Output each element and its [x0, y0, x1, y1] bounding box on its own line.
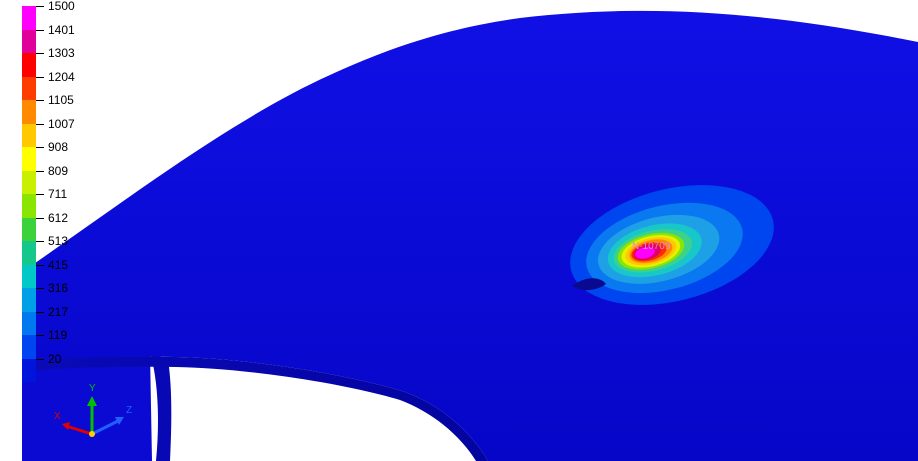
y-axis-arrowhead [87, 396, 97, 406]
legend-swatch [22, 288, 36, 312]
legend-value: 1401 [48, 22, 75, 37]
coordinate-triad: X Y Z [52, 384, 142, 448]
legend-tick [36, 123, 44, 125]
legend-tick [36, 264, 44, 266]
legend-swatch [22, 147, 36, 171]
z-axis-label: Z [126, 405, 133, 416]
legend-tick [36, 100, 44, 101]
legend-swatch [22, 53, 36, 77]
legend-swatch [22, 194, 36, 218]
legend-tick [36, 311, 44, 313]
legend-tick [36, 194, 44, 195]
triad-arrows [62, 396, 124, 437]
legend-swatch [22, 29, 36, 53]
legend-value: 217 [48, 304, 69, 319]
legend-tick [36, 29, 44, 31]
legend-value: 1105 [48, 93, 74, 107]
legend-value: 809 [48, 163, 69, 178]
contour-legend: 1500 1401 1303 1204 1105 1007 908 809 711 612 513 4… [22, 0, 102, 382]
legend-tick [36, 76, 44, 78]
legend-value: 612 [48, 210, 69, 225]
legend-tick [36, 53, 44, 54]
legend-value: 1500 [48, 0, 75, 13]
legend-swatch [22, 311, 36, 335]
legend-value: 1007 [48, 116, 75, 131]
y-axis-label: Y [89, 383, 96, 394]
legend-tick [36, 288, 44, 289]
legend-tick [36, 358, 44, 360]
legend-tick [36, 170, 44, 172]
x-axis-label: X [54, 411, 61, 422]
legend-value: 513 [48, 234, 69, 248]
contour-1500 [635, 246, 655, 259]
node-label: N-10709 [632, 241, 671, 252]
legend-tick [36, 217, 44, 219]
legend-swatch [22, 264, 36, 288]
legend-value: 711 [48, 187, 68, 201]
shell-edge [22, 356, 488, 461]
legend-tick [36, 147, 44, 148]
legend-tick [36, 6, 44, 7]
legend-value: 20 [48, 351, 62, 366]
legend-value: 1303 [48, 46, 75, 60]
lower-flange [150, 352, 172, 461]
legend-swatch [22, 335, 36, 359]
z-axis-arrowhead [115, 417, 124, 425]
legend-swatch [22, 358, 36, 382]
triad-origin [89, 431, 95, 437]
legend-swatch [22, 123, 36, 147]
legend-value: 1204 [48, 69, 75, 84]
legend-swatch [22, 100, 36, 124]
legend-value: 119 [48, 328, 68, 342]
shell-surface [22, 10, 918, 461]
legend-swatch [22, 170, 36, 194]
legend-value: 316 [48, 281, 69, 295]
z-axis-arrow [91, 418, 121, 436]
stress-contours [570, 185, 774, 305]
legend-swatch [22, 76, 36, 100]
legend-swatch [22, 217, 36, 241]
legend-value: 415 [48, 257, 69, 272]
x-axis-arrow [65, 424, 93, 436]
legend-value: 908 [48, 140, 69, 154]
lower-surface [22, 352, 152, 461]
legend-tick [36, 241, 44, 242]
x-axis-arrowhead [62, 422, 70, 430]
legend-swatch [22, 241, 36, 265]
legend-swatch [22, 6, 36, 30]
legend-tick [36, 335, 44, 336]
notch [572, 278, 606, 291]
